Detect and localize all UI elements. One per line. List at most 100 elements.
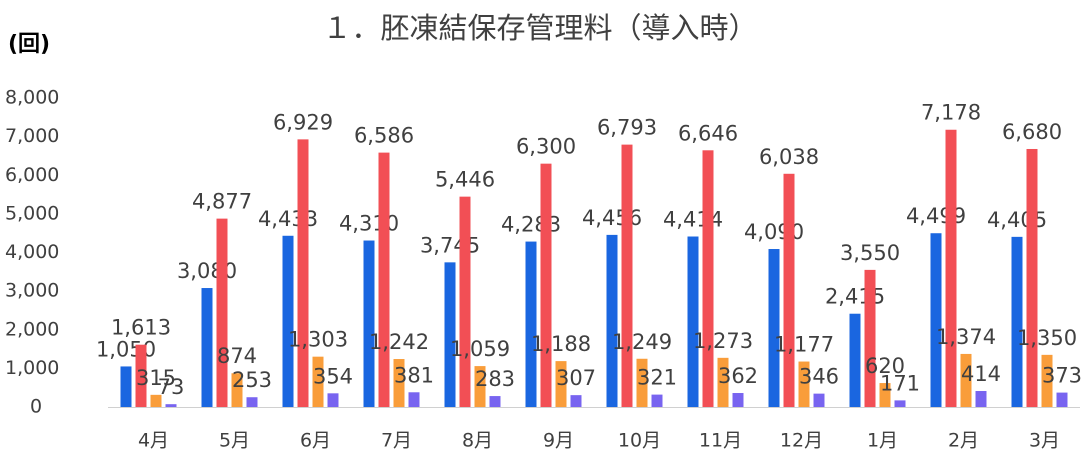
- bar: [849, 313, 861, 407]
- bar: [570, 395, 582, 407]
- bar: [165, 404, 177, 407]
- x-tick-label: 6月: [300, 430, 331, 452]
- bar: [231, 373, 243, 407]
- value-label: 1,059: [450, 337, 510, 361]
- value-label: 1,249: [612, 330, 672, 354]
- x-tick-label: 3月: [1029, 430, 1060, 452]
- bar: [606, 234, 618, 407]
- x-tick-label: 9月: [543, 430, 574, 452]
- value-label: 6,300: [516, 135, 576, 159]
- bar: [945, 129, 957, 407]
- chart-title: １．胚凍結保存管理料（導入時）: [322, 11, 757, 45]
- value-label: 1,303: [288, 328, 348, 352]
- value-label: 373: [1042, 364, 1082, 388]
- value-label: 1,188: [531, 332, 591, 356]
- bar: [474, 366, 486, 407]
- value-label: 4,499: [906, 204, 966, 228]
- value-label: 5,446: [435, 168, 495, 192]
- bar: [327, 393, 339, 407]
- bar: [459, 196, 471, 407]
- bar: [621, 144, 633, 408]
- x-tick-label: 11月: [699, 430, 742, 452]
- value-label: 2,415: [825, 285, 885, 309]
- bar: [894, 400, 906, 407]
- bar: [1056, 392, 1068, 407]
- x-tick-label: 12月: [780, 430, 823, 452]
- value-label: 7,178: [921, 101, 981, 125]
- value-label: 6,038: [759, 145, 819, 169]
- bar: [297, 139, 309, 407]
- bar: [813, 393, 825, 407]
- value-label: 346: [799, 365, 839, 389]
- bar: [783, 173, 795, 407]
- value-label: 171: [880, 371, 920, 395]
- value-label: 874: [217, 344, 257, 368]
- value-label: 4,283: [501, 213, 561, 237]
- bar: [636, 358, 648, 407]
- value-label: 1,613: [111, 316, 171, 340]
- bar: [717, 357, 729, 407]
- value-label: 6,680: [1002, 120, 1062, 144]
- value-label: 6,793: [597, 116, 657, 140]
- value-label: 1,242: [369, 330, 429, 354]
- y-tick-label: 3,000: [5, 280, 59, 302]
- bar: [216, 218, 228, 407]
- value-label: 6,646: [678, 121, 738, 145]
- x-tick-label: 2月: [948, 430, 979, 452]
- x-tick-label: 4月: [138, 430, 169, 452]
- y-tick-label: 6,000: [5, 164, 59, 186]
- y-tick-label: 4,000: [5, 241, 59, 263]
- bar: [525, 241, 537, 407]
- value-label: 283: [475, 367, 515, 391]
- value-label: 6,929: [273, 110, 333, 134]
- value-label: 381: [394, 363, 434, 387]
- bar: [975, 391, 987, 407]
- bar: [444, 262, 456, 407]
- bar: [282, 235, 294, 407]
- bar: [1041, 354, 1053, 407]
- value-label: 3,745: [420, 233, 480, 257]
- x-tick-label: 10月: [618, 430, 661, 452]
- y-axis-label: (回): [8, 32, 50, 57]
- y-tick-label: 2,000: [5, 318, 59, 340]
- value-label: 3,550: [840, 241, 900, 265]
- value-label: 73: [158, 375, 185, 399]
- bar: [246, 397, 258, 407]
- bar: [687, 236, 699, 407]
- value-label: 307: [556, 366, 596, 390]
- value-label: 1,273: [693, 329, 753, 353]
- bar: [540, 163, 552, 407]
- bar: [135, 344, 147, 407]
- value-label: 1,374: [936, 325, 996, 349]
- bar: [378, 152, 390, 407]
- value-label: 315: [136, 366, 176, 390]
- value-label: 4,090: [744, 220, 804, 244]
- bar: [864, 269, 876, 407]
- value-label: 414: [961, 362, 1001, 386]
- bar: [363, 240, 375, 407]
- bar: [798, 361, 810, 407]
- y-tick-label: 8,000: [5, 87, 59, 109]
- y-tick-label: 1,000: [5, 357, 59, 379]
- bar: [408, 392, 420, 407]
- bar: [651, 394, 663, 407]
- value-label: 4,433: [258, 207, 318, 231]
- bar: [120, 366, 132, 407]
- y-tick-label: 0: [30, 396, 42, 418]
- bar: [150, 394, 162, 407]
- y-tick-label: 5,000: [5, 202, 59, 224]
- value-label: 1,050: [96, 337, 156, 361]
- value-label: 3,080: [177, 259, 237, 283]
- x-tick-label: 7月: [381, 430, 412, 452]
- bar: [1026, 148, 1038, 408]
- value-label: 1,350: [1017, 326, 1077, 350]
- value-label: 253: [232, 368, 272, 392]
- y-tick-label: 7,000: [5, 125, 59, 147]
- value-label: 4,877: [192, 190, 252, 214]
- value-label: 4,414: [663, 208, 723, 232]
- value-label: 620: [865, 354, 905, 378]
- bar: [879, 383, 891, 407]
- bar: [768, 249, 780, 407]
- bar: [702, 150, 714, 407]
